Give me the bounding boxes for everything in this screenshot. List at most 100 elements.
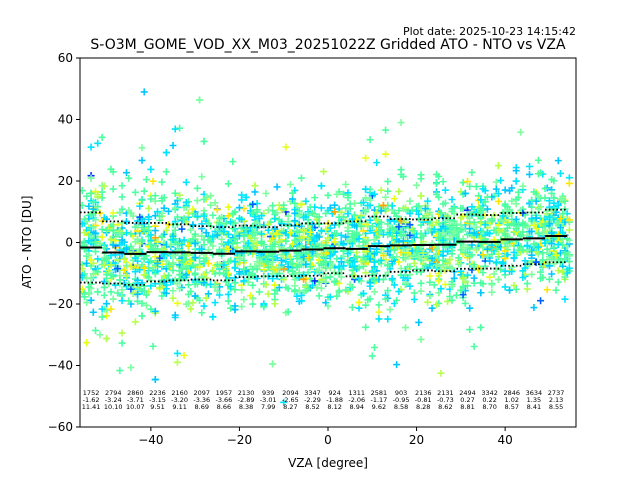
scatter-point — [202, 229, 210, 237]
scatter-point — [452, 291, 460, 299]
scatter-point — [530, 304, 538, 312]
bin-stat-counts: 3347 — [304, 389, 321, 397]
scatter-point — [116, 241, 124, 249]
scatter-point — [125, 297, 133, 305]
scatter-point — [315, 292, 323, 300]
bin-stat-means: -3.71 — [127, 396, 144, 404]
scatter-point — [495, 190, 502, 198]
scatter-point — [282, 143, 290, 151]
scatter-point — [282, 283, 290, 291]
scatter-point — [247, 292, 254, 300]
scatter-point — [426, 272, 434, 280]
scatter-point — [406, 209, 414, 217]
scatter-point — [89, 223, 97, 231]
scatter-point — [136, 202, 144, 210]
scatter-point — [355, 275, 363, 283]
scatter-point — [123, 272, 130, 280]
scatter-point — [521, 257, 529, 265]
scatter-point — [207, 192, 215, 200]
scatter-point — [441, 199, 449, 207]
scatter-point — [103, 335, 111, 343]
scatter-point — [249, 209, 257, 217]
scatter-point — [103, 274, 111, 282]
scatter-point — [158, 233, 166, 241]
scatter-point — [100, 283, 108, 291]
bin-stat-means: -2.65 — [282, 396, 299, 404]
scatter-point — [512, 285, 520, 293]
scatter-point — [379, 275, 387, 283]
scatter-point — [368, 352, 376, 360]
scatter-point — [386, 306, 394, 314]
scatter-point — [189, 221, 197, 229]
scatter-point — [286, 229, 294, 237]
scatter-point — [435, 234, 443, 242]
scatter-point — [123, 169, 130, 177]
scatter-point — [306, 263, 314, 271]
scatter-point — [85, 237, 93, 245]
scatter-point — [235, 215, 243, 223]
scatter-point — [470, 261, 478, 269]
scatter-point — [344, 210, 352, 218]
scatter-point — [289, 240, 297, 248]
scatter-point — [264, 290, 272, 298]
scatter-point — [317, 227, 325, 235]
scatter-point — [466, 304, 474, 312]
scatter-point — [220, 261, 228, 269]
scatter-point — [118, 193, 126, 201]
scatter-point — [96, 239, 104, 247]
scatter-point — [131, 268, 139, 276]
scatter-point — [444, 247, 452, 255]
scatter-point — [240, 205, 248, 213]
scatter-point — [105, 267, 113, 275]
scatter-point — [291, 209, 299, 217]
scatter-point — [89, 198, 97, 206]
scatter-point — [315, 213, 323, 221]
bin-stat-stds: 8.41 — [527, 403, 541, 411]
scatter-point — [539, 256, 547, 264]
scatter-point — [154, 208, 161, 216]
scatter-point — [362, 269, 370, 277]
scatter-point — [395, 243, 403, 251]
scatter-point — [182, 300, 190, 308]
scatter-point — [162, 149, 170, 157]
scatter-point — [457, 286, 465, 294]
scatter-point — [371, 288, 378, 296]
scatter-point — [213, 206, 221, 214]
scatter-point — [123, 245, 130, 253]
scatter-point — [348, 267, 356, 275]
scatter-point — [382, 193, 390, 201]
scatter-point — [173, 349, 181, 357]
scatter-point — [388, 275, 396, 283]
scatter-point — [384, 262, 392, 270]
plot-date: Plot date: 2025-10-23 14:15:42 — [403, 25, 576, 38]
scatter-point — [140, 282, 148, 290]
scatter-point — [178, 241, 186, 249]
scatter-point — [253, 206, 261, 214]
scatter-point — [362, 154, 370, 162]
scatter-point — [344, 258, 352, 266]
scatter-point — [526, 170, 533, 178]
scatter-point — [109, 295, 117, 303]
scatter-point — [191, 230, 199, 238]
scatter-point — [111, 237, 119, 245]
scatter-point — [140, 264, 148, 272]
scatter-point — [435, 289, 443, 297]
scatter-point — [107, 235, 115, 243]
scatter-point — [404, 249, 412, 257]
scatter-point — [413, 246, 421, 254]
scatter-point — [326, 264, 334, 272]
bin-stat-means: -0.73 — [437, 396, 454, 404]
scatter-point — [87, 211, 95, 219]
scatter-point — [428, 304, 436, 312]
scatter-point — [291, 217, 299, 225]
scatter-point — [523, 242, 531, 250]
scatter-point — [282, 258, 290, 266]
scatter-point — [539, 274, 547, 282]
scatter-point — [98, 233, 106, 241]
scatter-point — [222, 219, 230, 227]
bin-stat-counts: 2236 — [149, 389, 166, 397]
scatter-point — [410, 289, 418, 297]
scatter-point — [532, 258, 540, 266]
scatter-point — [508, 197, 516, 205]
scatter-point — [448, 264, 456, 272]
